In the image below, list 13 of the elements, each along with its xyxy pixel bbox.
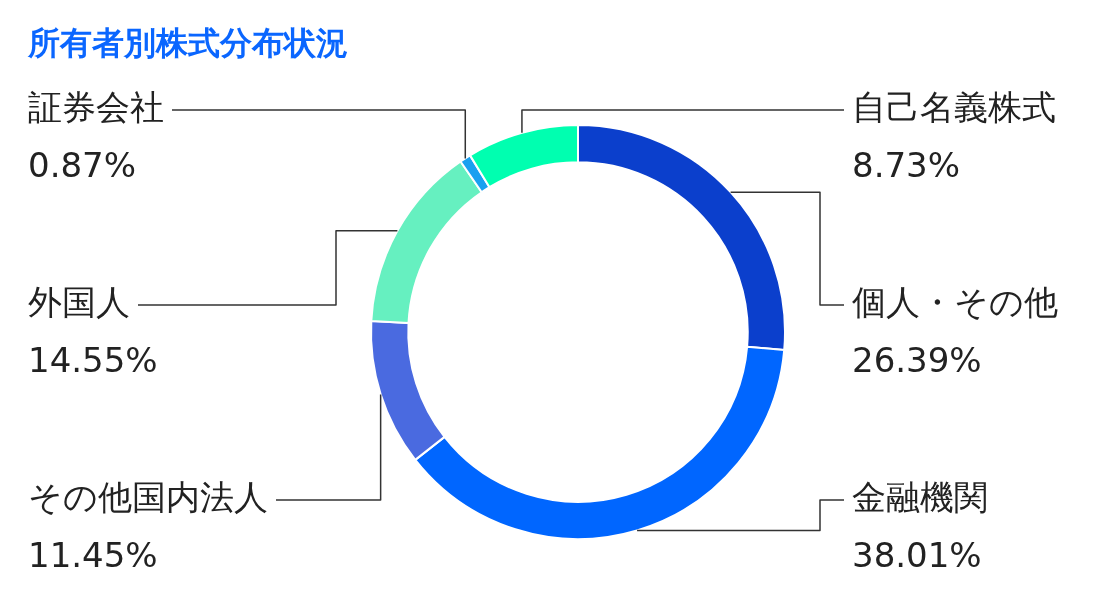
slice-label: 金融機関 <box>852 476 988 517</box>
data-label: 26.39% <box>852 339 982 380</box>
slice-label: 自己名義株式 <box>852 86 1056 127</box>
chart-title: 所有者別株式分布状況 <box>28 23 348 64</box>
data-label: 38.01% <box>852 534 982 575</box>
slice-label: 外国人 <box>28 281 130 322</box>
data-label: 8.73% <box>852 144 961 185</box>
slice-label: その他国内法人 <box>28 476 268 517</box>
slice-label: 証券会社 <box>28 86 164 127</box>
data-label: 0.87% <box>28 144 137 185</box>
data-label: 14.55% <box>28 339 158 380</box>
slice-label: 個人・その他 <box>852 281 1058 322</box>
data-label: 11.45% <box>28 534 158 575</box>
